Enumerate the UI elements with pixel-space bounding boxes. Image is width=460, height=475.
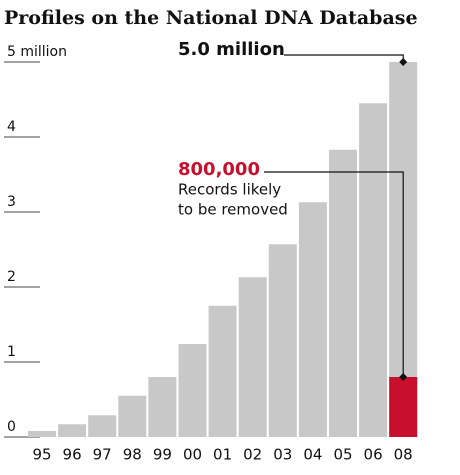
y-tick-label: 4 [7, 119, 16, 135]
value-label: 800,000 [178, 159, 260, 180]
bar [208, 305, 237, 437]
x-tick-label: 97 [93, 446, 112, 464]
bar [298, 202, 327, 437]
y-tick-label: 2 [7, 269, 16, 285]
bar [88, 415, 117, 437]
x-tick-label: 06 [364, 446, 383, 464]
bar [238, 277, 267, 437]
value-label: 5.0 million [178, 39, 285, 60]
bar [148, 377, 177, 437]
bar [58, 424, 87, 437]
annotation: to be removed [178, 201, 288, 219]
x-tick-label: 98 [123, 446, 142, 464]
x-tick-label: 04 [303, 446, 322, 464]
y-tick-label: 5 million [7, 44, 67, 60]
bar [389, 377, 418, 437]
y-tick-label: 1 [7, 344, 16, 360]
bar [268, 244, 297, 437]
x-tick-label: 96 [63, 446, 82, 464]
x-tick-label: 00 [183, 446, 202, 464]
bar [178, 344, 207, 437]
x-tick-label: 95 [32, 446, 51, 464]
bar [118, 395, 147, 437]
y-tick-label: 0 [7, 419, 16, 435]
leader-line [284, 54, 404, 62]
y-tick-label: 3 [7, 194, 16, 210]
x-tick-label: 08 [394, 446, 413, 464]
leader-line [264, 171, 404, 377]
chart-title: Profiles on the National DNA Database [4, 7, 418, 29]
bar [329, 149, 357, 437]
x-tick-label: 05 [333, 446, 352, 464]
annotation: Records likely [178, 181, 281, 199]
bar [359, 103, 388, 437]
x-tick-label: 99 [153, 446, 172, 464]
x-tick-label: 02 [243, 446, 262, 464]
x-tick-label: 01 [213, 446, 232, 464]
leader-marker [399, 58, 408, 66]
x-tick-label: 03 [273, 446, 292, 464]
bar [28, 431, 56, 437]
leader-marker [399, 373, 408, 381]
